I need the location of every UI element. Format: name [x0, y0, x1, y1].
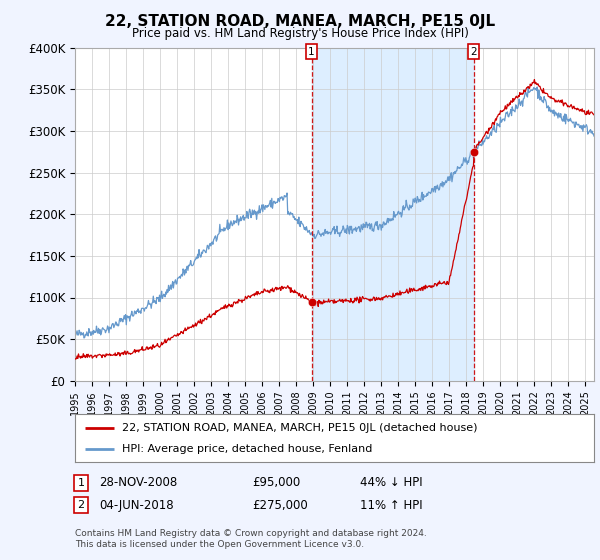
- Text: 22, STATION ROAD, MANEA, MARCH, PE15 0JL: 22, STATION ROAD, MANEA, MARCH, PE15 0JL: [105, 14, 495, 29]
- Text: 11% ↑ HPI: 11% ↑ HPI: [360, 498, 422, 512]
- Text: Contains HM Land Registry data © Crown copyright and database right 2024.
This d: Contains HM Land Registry data © Crown c…: [75, 529, 427, 549]
- Text: 2: 2: [77, 500, 85, 510]
- Text: £95,000: £95,000: [252, 476, 300, 489]
- Text: 2: 2: [470, 47, 477, 57]
- Text: 28-NOV-2008: 28-NOV-2008: [99, 476, 177, 489]
- Text: 22, STATION ROAD, MANEA, MARCH, PE15 0JL (detached house): 22, STATION ROAD, MANEA, MARCH, PE15 0JL…: [122, 423, 477, 433]
- Text: 04-JUN-2018: 04-JUN-2018: [99, 498, 173, 512]
- Text: Price paid vs. HM Land Registry's House Price Index (HPI): Price paid vs. HM Land Registry's House …: [131, 27, 469, 40]
- Bar: [311, 48, 473, 381]
- Text: HPI: Average price, detached house, Fenland: HPI: Average price, detached house, Fenl…: [122, 444, 372, 454]
- Text: 1: 1: [77, 478, 85, 488]
- Text: 44% ↓ HPI: 44% ↓ HPI: [360, 476, 422, 489]
- Text: 1: 1: [308, 47, 315, 57]
- Text: £275,000: £275,000: [252, 498, 308, 512]
